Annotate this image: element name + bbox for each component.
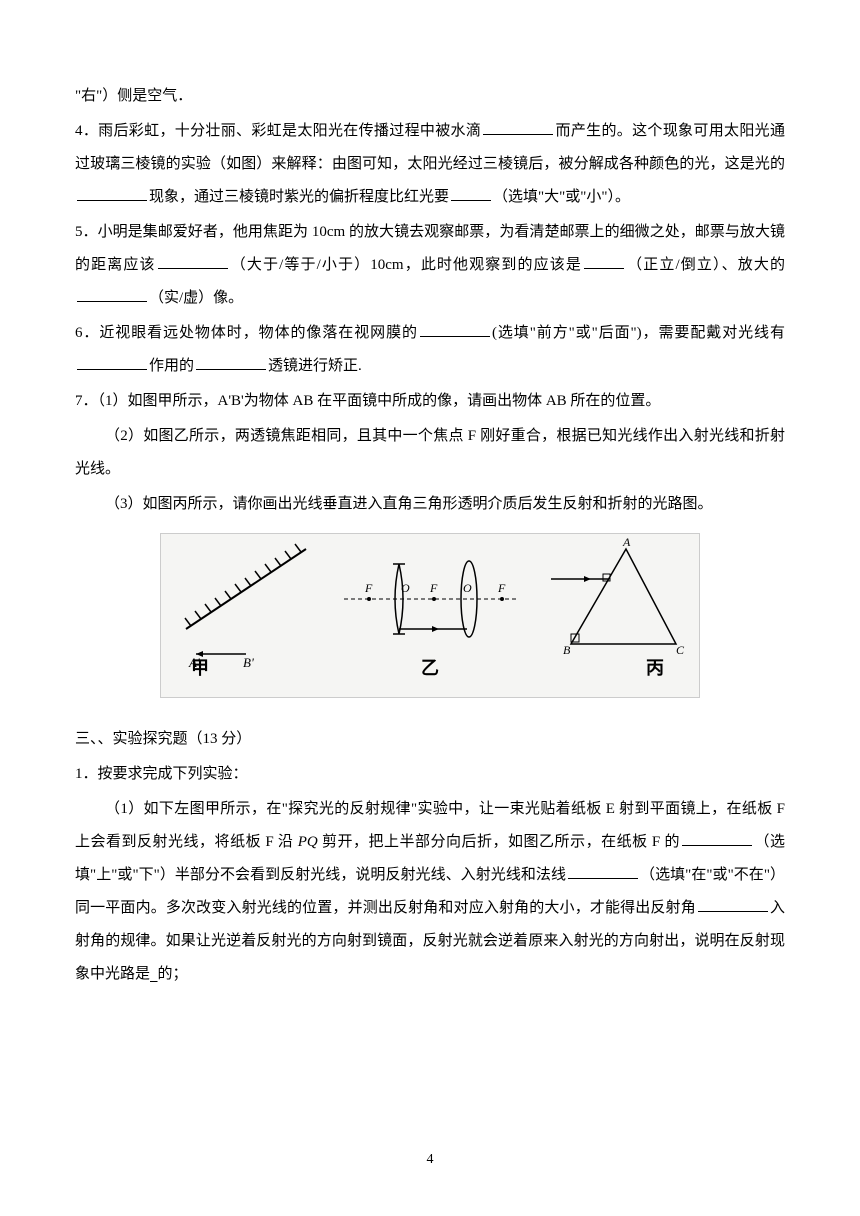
s3-q1-part1a2: 剪开，把上半部分向后折，如图乙所示，在纸板 F 的 <box>318 834 680 850</box>
svg-text:F: F <box>364 581 373 595</box>
q4-text3: 现象，通过三棱镜时紫光的偏折程度比红光要 <box>149 189 449 205</box>
label-bing: 丙 <box>646 649 664 689</box>
figure-box: A' B' 甲 F O F O <box>160 533 700 698</box>
s3-q1-part1: （1）如下左图甲所示，在"探究光的反射规律"实验中，让一束光贴着纸板 E 射到平… <box>75 793 785 991</box>
q4-prefix: 4． <box>75 123 98 139</box>
section3-title: 三、、实验探究题（13 分） <box>75 723 785 756</box>
svg-text:O: O <box>401 581 410 595</box>
q5-text3: （正立/倒立）、放大的 <box>626 257 785 273</box>
s3-q1-text1: 按要求完成下列实验： <box>98 766 248 782</box>
q5-blank3 <box>77 287 147 302</box>
q5-text2: （大于/等于/小于）10cm，此时他观察到的应该是 <box>230 257 582 273</box>
svg-text:C: C <box>676 643 685 657</box>
svg-text:O: O <box>463 581 472 595</box>
subfigure-bing: A B C 丙 <box>521 534 699 697</box>
q7-part3: （3）如图丙所示，请你画出光线垂直进入直角三角形透明介质后发生反射和折射的光路图… <box>75 488 785 521</box>
s3-q1-blank2 <box>568 864 638 879</box>
q6-prefix: 6． <box>75 325 99 341</box>
s3-q1: 1．按要求完成下列实验： <box>75 758 785 791</box>
s3-q1-blank1 <box>682 831 752 846</box>
q7-part3-text: （3）如图丙所示，请你画出光线垂直进入直角三角形透明介质后发生反射和折射的光路图… <box>105 496 713 512</box>
q4-blank1 <box>483 120 553 135</box>
q6-blank1 <box>420 322 490 337</box>
q6-text4: 透镜进行矫正. <box>268 358 362 374</box>
q3-text: "右"）侧是空气． <box>75 88 192 104</box>
q6-text2: (选填"前方"或"后面")，需要配戴对光线有 <box>492 325 785 341</box>
s3-q1-blank3 <box>698 897 768 912</box>
q6: 6．近视眼看远处物体时，物体的像落在视网膜的 (选填"前方"或"后面")，需要配戴… <box>75 317 785 383</box>
s3-q1-pq: PQ <box>298 834 318 850</box>
svg-text:B: B <box>563 643 571 657</box>
q7-part2-text: （2）如图乙所示，两透镜焦距相同，且其中一个焦点 F 刚好重合，根据已知光线作出… <box>75 428 785 477</box>
label-jia: 甲 <box>191 649 209 689</box>
q6-blank2 <box>77 355 147 370</box>
svg-text:B': B' <box>243 655 254 670</box>
section3-title-text: 三、、实验探究题（13 分） <box>75 731 251 747</box>
q5-prefix: 5． <box>75 224 98 240</box>
q3-tail: "右"）侧是空气． <box>75 80 785 113</box>
q4: 4．雨后彩虹，十分壮丽、彩虹是太阳光在传播过程中被水滴而产生的。这个现象可用太阳… <box>75 115 785 214</box>
q7-prefix: 7． <box>75 393 98 409</box>
svg-text:F: F <box>429 581 438 595</box>
svg-text:A: A <box>622 535 631 549</box>
s3-q1-prefix: 1． <box>75 766 98 782</box>
q4-text4: （选填"大"或"小"）。 <box>493 189 630 205</box>
triangle-diagram: A B C <box>521 534 701 674</box>
subfigure-jia: A' B' 甲 <box>161 534 339 697</box>
mirror-diagram: A' B' <box>161 534 341 674</box>
q5: 5．小明是集邮爱好者，他用焦距为 10cm 的放大镜去观察邮票，为看清楚邮票上的… <box>75 216 785 315</box>
q4-text1: 雨后彩虹，十分壮丽、彩虹是太阳光在传播过程中被水滴 <box>98 123 481 139</box>
q4-blank2 <box>77 186 147 201</box>
s3-q1-blank4 <box>150 966 158 982</box>
label-yi: 乙 <box>421 649 439 689</box>
q6-text3: 作用的 <box>149 358 194 374</box>
s3-q1-part1e: 的； <box>158 966 188 982</box>
q5-blank1 <box>158 254 228 269</box>
q5-blank2 <box>584 254 624 269</box>
svg-text:F: F <box>497 581 506 595</box>
document-content: "右"）侧是空气． 4．雨后彩虹，十分壮丽、彩虹是太阳光在传播过程中被水滴而产生… <box>75 80 785 991</box>
q7-part2: （2）如图乙所示，两透镜焦距相同，且其中一个焦点 F 刚好重合，根据已知光线作出… <box>75 420 785 486</box>
q4-blank3 <box>451 186 491 201</box>
q5-text4: （实/虚）像。 <box>149 290 243 306</box>
q7-part1: 7．（1）如图甲所示，A'B'为物体 AB 在平面镜中所成的像，请画出物体 AB… <box>75 385 785 418</box>
figure-container: A' B' 甲 F O F O <box>75 533 785 711</box>
q6-text1: 近视眼看远处物体时，物体的像落在视网膜的 <box>99 325 418 341</box>
page-number: 4 <box>427 1145 434 1176</box>
q7-part1-text: （1）如图甲所示，A'B'为物体 AB 在平面镜中所成的像，请画出物体 AB 所… <box>98 393 661 409</box>
q6-blank3 <box>196 355 266 370</box>
subfigure-yi: F O F O F 乙 <box>339 534 522 697</box>
